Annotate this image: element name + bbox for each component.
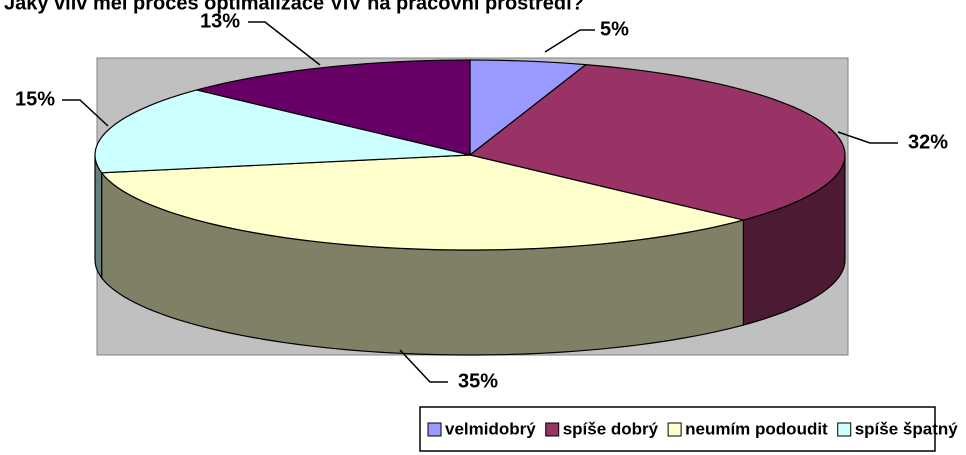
leader-line bbox=[62, 99, 109, 127]
legend-swatch bbox=[667, 422, 682, 437]
legend-swatch bbox=[545, 422, 560, 437]
pie bbox=[94, 59, 846, 356]
legend-label: spíše dobrý bbox=[563, 419, 659, 438]
pie-slice bbox=[196, 59, 471, 156]
leader-line bbox=[248, 21, 321, 66]
legend-label: velmidobrý bbox=[445, 419, 536, 438]
legend-swatch bbox=[837, 422, 852, 437]
pie-slice bbox=[94, 89, 471, 174]
pie-slice bbox=[100, 154, 744, 251]
legend-label: neumím podoudit bbox=[685, 419, 828, 438]
leader-line bbox=[544, 29, 595, 53]
pie-slice bbox=[468, 64, 846, 221]
legend-swatch bbox=[427, 422, 442, 437]
chart-title: Jaký vliv měl proces optimalizace ViV na… bbox=[4, 0, 584, 14]
data-label: 13% bbox=[200, 10, 240, 32]
legend-items: velmidobrý spíše dobrý neumím podoudit spíš… bbox=[427, 419, 959, 438]
data-label: 32% bbox=[908, 131, 948, 153]
leader-line bbox=[399, 349, 448, 383]
legend-label: spíše špatný bbox=[855, 419, 959, 438]
pie-side bbox=[94, 154, 103, 280]
pie-slice bbox=[469, 59, 588, 157]
data-label: 15% bbox=[15, 88, 55, 110]
leader-line bbox=[837, 131, 898, 144]
data-label: 35% bbox=[458, 370, 498, 392]
data-label: 5% bbox=[600, 18, 629, 40]
data-labels: 5% 32% 35% 15% 13% bbox=[15, 10, 948, 392]
